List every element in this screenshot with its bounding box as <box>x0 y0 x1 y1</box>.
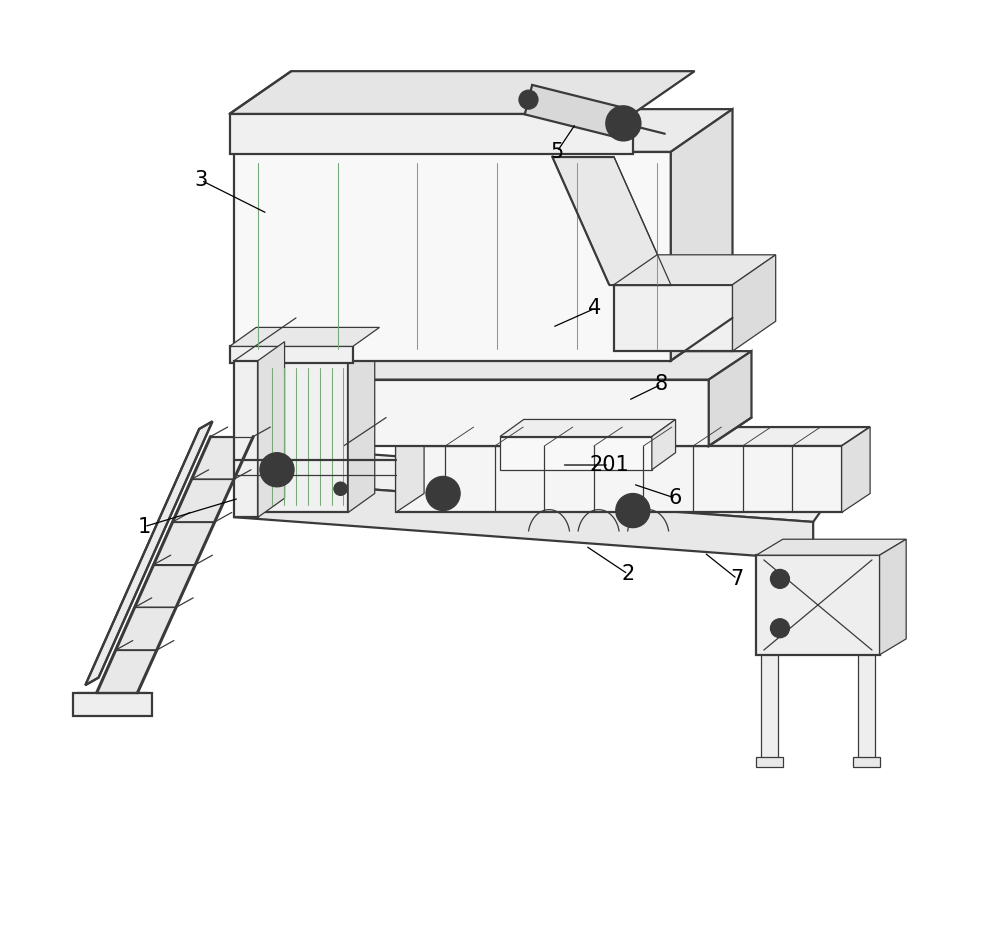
Polygon shape <box>97 650 157 693</box>
Polygon shape <box>343 351 751 380</box>
Polygon shape <box>756 539 906 555</box>
Polygon shape <box>500 419 676 437</box>
Polygon shape <box>234 361 258 517</box>
Polygon shape <box>853 757 880 767</box>
Circle shape <box>616 493 650 528</box>
Polygon shape <box>234 479 813 560</box>
Polygon shape <box>258 342 285 517</box>
Circle shape <box>435 486 451 501</box>
Polygon shape <box>842 427 870 512</box>
Text: 1: 1 <box>138 516 151 537</box>
Polygon shape <box>709 351 751 446</box>
Text: 201: 201 <box>589 455 629 475</box>
Polygon shape <box>343 380 709 446</box>
Polygon shape <box>552 157 671 285</box>
Circle shape <box>770 619 789 638</box>
Polygon shape <box>614 255 776 285</box>
Polygon shape <box>263 361 348 512</box>
Text: 4: 4 <box>588 298 602 319</box>
Polygon shape <box>263 342 375 361</box>
Polygon shape <box>733 255 776 351</box>
Polygon shape <box>126 421 255 685</box>
Polygon shape <box>652 419 676 470</box>
Circle shape <box>625 503 640 518</box>
Text: 7: 7 <box>731 568 744 589</box>
Polygon shape <box>756 555 880 655</box>
Circle shape <box>770 569 789 588</box>
Circle shape <box>334 482 347 495</box>
Polygon shape <box>154 522 215 565</box>
Polygon shape <box>230 346 353 363</box>
Polygon shape <box>614 285 733 351</box>
Polygon shape <box>173 479 234 522</box>
Polygon shape <box>348 342 375 512</box>
Polygon shape <box>234 446 837 522</box>
Circle shape <box>269 462 285 477</box>
Polygon shape <box>525 84 627 139</box>
Circle shape <box>260 453 294 487</box>
Text: 5: 5 <box>550 141 564 162</box>
Polygon shape <box>230 327 379 346</box>
Polygon shape <box>135 565 195 607</box>
Circle shape <box>426 476 460 511</box>
Text: 2: 2 <box>621 564 635 585</box>
Text: 3: 3 <box>194 170 208 191</box>
Polygon shape <box>192 437 253 479</box>
Polygon shape <box>73 693 152 716</box>
Polygon shape <box>85 421 212 685</box>
Polygon shape <box>500 437 652 470</box>
Text: 6: 6 <box>669 488 682 509</box>
Polygon shape <box>858 655 875 759</box>
Polygon shape <box>880 539 906 655</box>
Polygon shape <box>761 655 778 759</box>
Polygon shape <box>234 446 258 517</box>
Polygon shape <box>396 427 424 512</box>
Polygon shape <box>234 109 733 152</box>
Polygon shape <box>230 114 633 154</box>
Polygon shape <box>78 693 147 712</box>
Polygon shape <box>396 427 870 446</box>
Polygon shape <box>234 152 671 361</box>
Polygon shape <box>116 607 176 650</box>
Polygon shape <box>230 71 695 114</box>
Circle shape <box>606 106 640 140</box>
Polygon shape <box>671 109 733 361</box>
Polygon shape <box>756 757 783 767</box>
Circle shape <box>519 90 538 109</box>
Polygon shape <box>396 446 842 512</box>
Text: 8: 8 <box>655 374 668 395</box>
